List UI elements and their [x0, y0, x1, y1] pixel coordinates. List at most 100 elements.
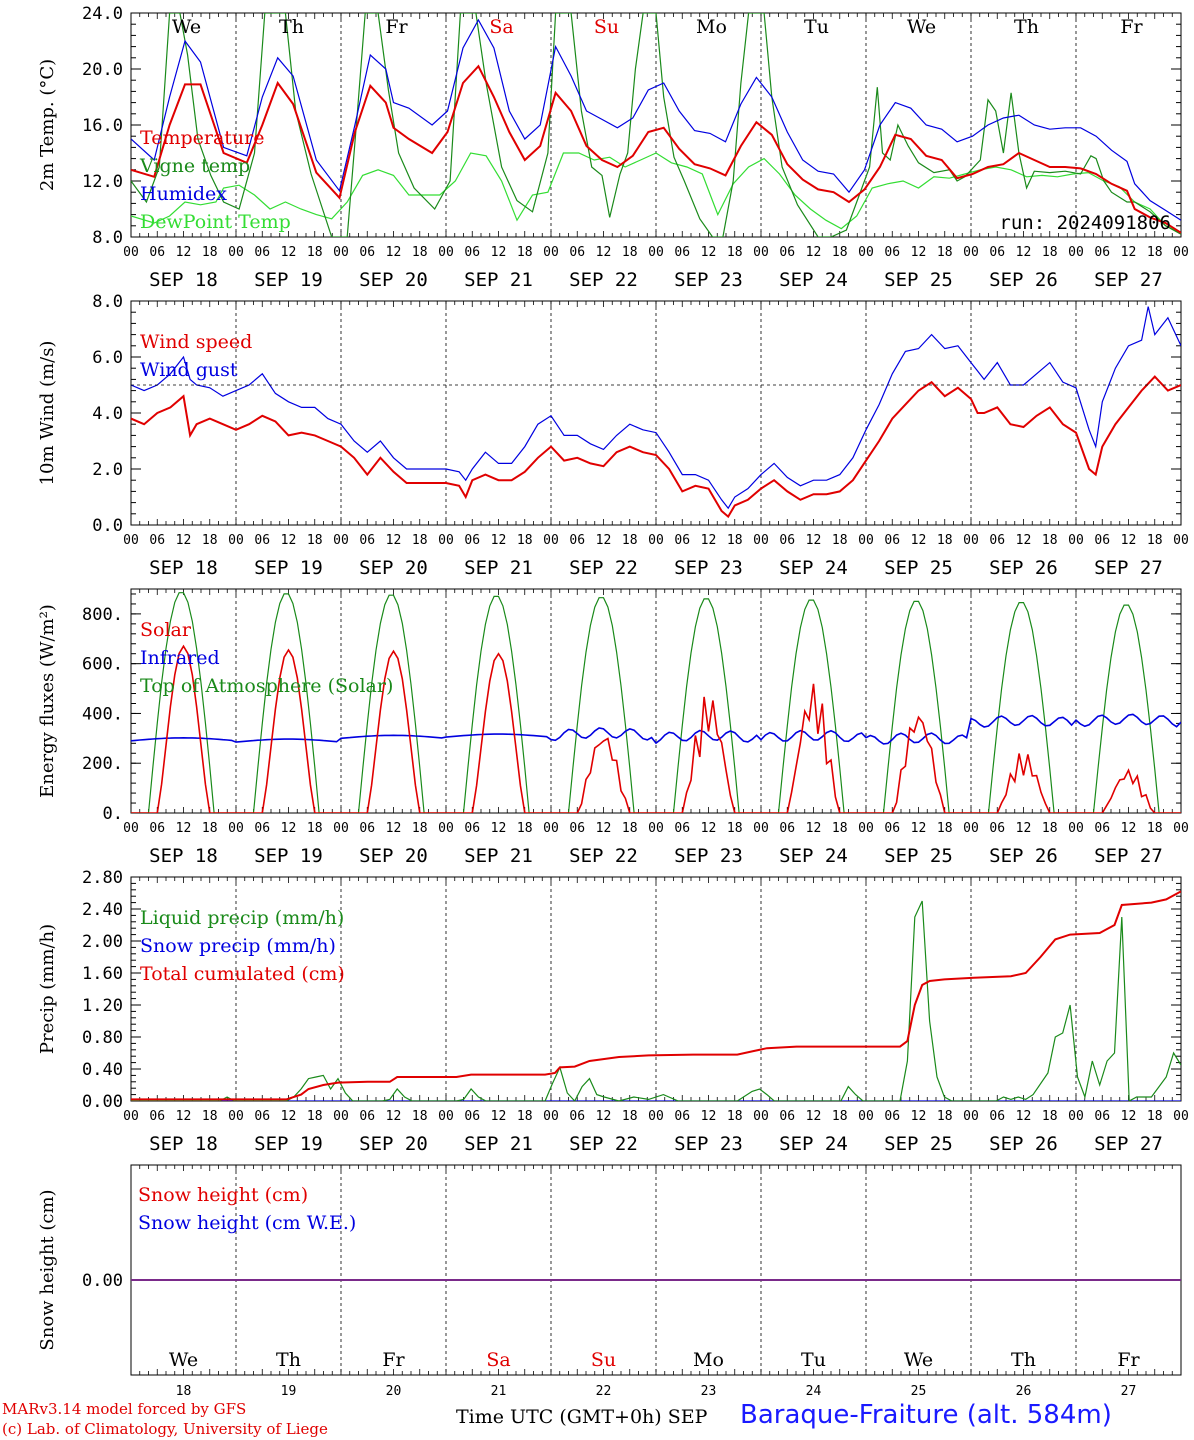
hour-tick-label: 00: [1173, 533, 1189, 548]
hour-tick-label: 06: [254, 1109, 270, 1124]
plot-frame: [130, 300, 1182, 526]
hour-tick-label: 06: [989, 533, 1005, 548]
hour-tick-label: 18: [202, 245, 218, 260]
date-label: SEP 19: [254, 557, 323, 579]
date-label: SEP 21: [464, 845, 533, 867]
hour-tick-label: 18: [1147, 245, 1163, 260]
hour-tick-label: 06: [149, 821, 165, 836]
hour-tick-label: 18: [517, 821, 533, 836]
date-label: SEP 25: [884, 1133, 953, 1155]
hour-tick-label: 06: [989, 821, 1005, 836]
day-number-label: 18: [176, 1384, 192, 1399]
series-line-humidex: [131, 18, 1181, 221]
weekday-label: We: [907, 16, 936, 38]
date-label: SEP 23: [674, 269, 743, 291]
date-label: SEP 23: [674, 845, 743, 867]
date-label: SEP 23: [674, 1133, 743, 1155]
hour-tick-label: 06: [674, 245, 690, 260]
hour-tick-label: 00: [753, 245, 769, 260]
y-tick-label: 0.: [103, 804, 123, 824]
hour-tick-label: 12: [491, 245, 507, 260]
weekday-label: Th: [276, 1349, 301, 1371]
date-label: SEP 25: [884, 557, 953, 579]
hour-tick-label: 12: [596, 245, 612, 260]
hour-tick-label: 06: [779, 1109, 795, 1124]
hour-tick-label: 06: [1094, 245, 1110, 260]
hour-tick-label: 12: [386, 245, 402, 260]
y-tick-label: 2.0: [92, 460, 123, 480]
hour-tick-label: 18: [412, 533, 428, 548]
hour-tick-label: 12: [1121, 1109, 1137, 1124]
y-tick-label: 2.40: [82, 900, 123, 920]
hour-tick-label: 06: [149, 1109, 165, 1124]
hour-tick-label: 12: [701, 245, 717, 260]
hour-tick-label: 18: [1042, 821, 1058, 836]
hour-tick-label: 00: [543, 821, 559, 836]
day-number-label: 23: [701, 1384, 717, 1399]
hour-tick-label: 06: [464, 821, 480, 836]
legend-entry: Solar: [140, 619, 192, 641]
hour-tick-label: 12: [176, 533, 192, 548]
y-tick-label: 24.0: [82, 4, 123, 24]
hour-tick-label: 00: [228, 533, 244, 548]
y-tick-label: 1.20: [82, 996, 123, 1016]
hour-tick-label: 12: [176, 821, 192, 836]
lab-credit: (c) Lab. of Climatology, University of L…: [2, 1420, 328, 1438]
weekday-label: Tu: [804, 16, 829, 38]
hour-tick-label: 18: [307, 245, 323, 260]
hour-tick-label: 00: [648, 533, 664, 548]
hour-tick-label: 12: [1121, 245, 1137, 260]
hour-tick-label: 06: [1094, 533, 1110, 548]
hour-tick-label: 00: [438, 533, 454, 548]
y-tick-label: 0.00: [82, 1092, 123, 1112]
hour-tick-label: 12: [701, 1109, 717, 1124]
y-tick-label: 800.: [82, 605, 123, 625]
hour-tick-label: 18: [1147, 821, 1163, 836]
hour-tick-label: 00: [963, 821, 979, 836]
run-annotation: run: 2024091806: [999, 212, 1171, 234]
hour-tick-label: 12: [281, 245, 297, 260]
model-credit: MARv3.14 model forced by GFS: [2, 1400, 247, 1418]
panel-energy: 0. 200. 400. 600. 800. Energy fluxes (W/m²) 00…: [37, 588, 1189, 867]
hour-tick-label: 12: [1016, 821, 1032, 836]
date-label: SEP 26: [989, 557, 1058, 579]
y-tick-label: 0.00: [82, 1271, 123, 1291]
hour-tick-label: 06: [674, 1109, 690, 1124]
y-tick-label: 1.60: [82, 964, 123, 984]
hour-tick-label: 18: [1042, 533, 1058, 548]
day-number-label: 21: [491, 1384, 507, 1399]
hour-tick-label: 06: [674, 821, 690, 836]
hour-tick-label: 06: [779, 533, 795, 548]
series-line-infrared: [131, 713, 1181, 745]
hour-tick-label: 06: [359, 245, 375, 260]
date-label: SEP 24: [779, 845, 848, 867]
hour-tick-label: 06: [779, 821, 795, 836]
time-axis-label: Time UTC (GMT+0h) SEP: [456, 1406, 708, 1428]
day-number-label: 24: [806, 1384, 822, 1399]
hour-tick-label: 00: [1173, 1109, 1189, 1124]
date-label: SEP 22: [569, 845, 638, 867]
hour-tick-label: 00: [228, 821, 244, 836]
hour-tick-label: 18: [937, 245, 953, 260]
date-label: SEP 24: [779, 269, 848, 291]
hour-tick-label: 00: [753, 1109, 769, 1124]
day-number-label: 27: [1121, 1384, 1137, 1399]
hour-tick-label: 00: [438, 1109, 454, 1124]
hour-tick-label: 00: [333, 533, 349, 548]
panel-temp: 8.0 12.0 16.0 20.0 24.0 2m Temp. (°C) 00 06 12 18…: [37, 4, 1189, 291]
hour-tick-label: 12: [1016, 533, 1032, 548]
hour-tick-label: 06: [569, 245, 585, 260]
hour-tick-label: 06: [1094, 821, 1110, 836]
hour-tick-label: 06: [569, 821, 585, 836]
hour-tick-label: 06: [149, 245, 165, 260]
date-label: SEP 21: [464, 269, 533, 291]
legend-entry: Wind speed: [140, 331, 252, 353]
hour-tick-label: 06: [254, 821, 270, 836]
series-line-total-cumulated: [131, 890, 1181, 1101]
hour-tick-label: 00: [1173, 821, 1189, 836]
y-tick-label: 2.80: [82, 868, 123, 888]
hour-tick-label: 18: [727, 1109, 743, 1124]
hour-tick-label: 18: [517, 245, 533, 260]
hour-tick-label: 06: [884, 533, 900, 548]
